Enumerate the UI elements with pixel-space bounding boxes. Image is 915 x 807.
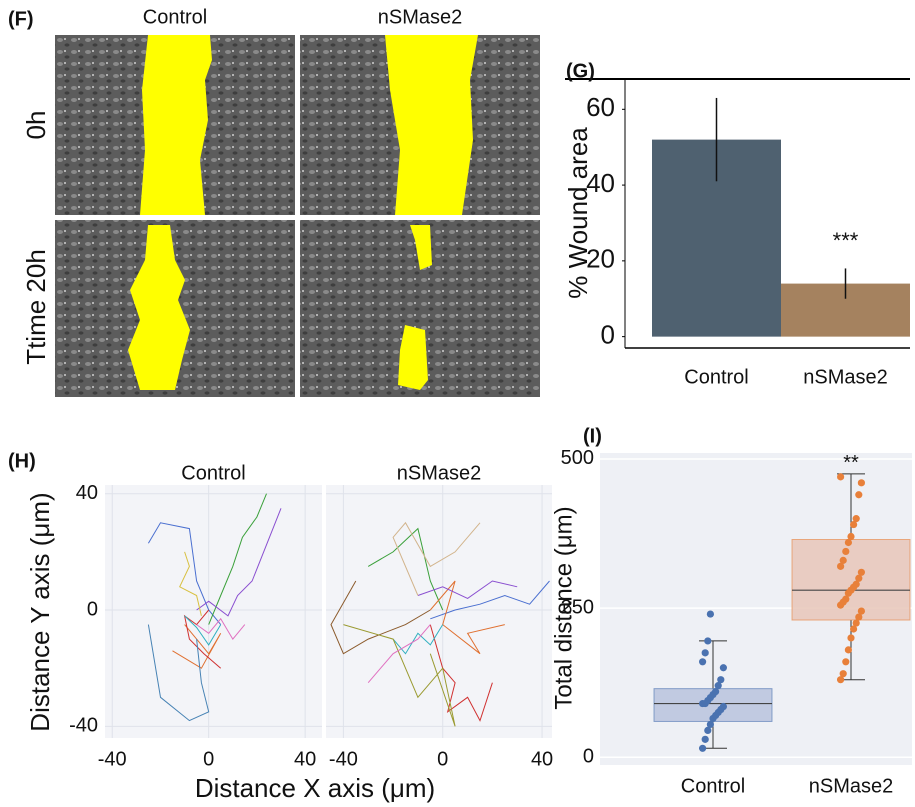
data-point xyxy=(839,670,847,678)
wound-area xyxy=(398,325,428,390)
y-tick-label: 60 xyxy=(586,92,615,122)
data-point xyxy=(719,664,728,672)
x-tick-label: 0 xyxy=(203,748,214,770)
x-tick-label: -40 xyxy=(329,748,358,770)
x-tick-label: nSMase2 xyxy=(803,366,888,388)
row-label: 0h xyxy=(21,111,51,140)
data-point xyxy=(847,634,855,642)
x-tick-label: nSMase2 xyxy=(809,775,894,797)
y-axis-label: Distance Y axis (μm) xyxy=(25,492,55,731)
y-axis-label: Total distance (μm) xyxy=(550,506,577,709)
plot-area xyxy=(105,485,322,738)
track xyxy=(184,615,222,646)
track xyxy=(343,624,456,727)
data-point xyxy=(837,562,845,570)
data-point xyxy=(852,619,860,627)
y-tick-label: -40 xyxy=(69,715,98,737)
data-point xyxy=(842,658,850,666)
plot-area xyxy=(326,485,552,738)
chart-title: nSMase2 xyxy=(397,462,482,484)
track xyxy=(179,551,202,617)
x-tick-label: 40 xyxy=(531,748,553,770)
data-point xyxy=(706,720,715,729)
data-point xyxy=(857,607,866,615)
track xyxy=(367,527,444,611)
panel-label: (G) xyxy=(566,60,595,82)
data-point xyxy=(842,547,850,556)
data-point xyxy=(701,735,709,743)
data-point xyxy=(842,595,850,603)
y-tick-label: 20 xyxy=(586,244,615,274)
data-point xyxy=(857,568,866,576)
y-tick-label: 0 xyxy=(583,746,594,768)
track xyxy=(196,617,246,640)
data-point xyxy=(852,515,860,523)
data-point xyxy=(717,676,725,684)
y-tick-label: 0 xyxy=(601,320,615,350)
x-tick-label: Control xyxy=(681,775,745,797)
x-tick-label: 40 xyxy=(294,748,316,770)
y-tick-label: 250 xyxy=(561,596,594,618)
y-axis-label: % Wound area xyxy=(563,127,593,299)
track xyxy=(183,609,222,669)
track xyxy=(147,522,222,625)
data-point xyxy=(701,649,709,657)
data-point xyxy=(699,658,707,666)
data-point xyxy=(712,688,720,696)
data-point xyxy=(850,625,858,633)
y-tick-label: 40 xyxy=(76,482,98,504)
micrograph-grid xyxy=(55,35,540,397)
data-point xyxy=(714,682,722,690)
y-tick-label: 0 xyxy=(87,598,98,620)
x-axis-label: Distance X axis (μm) xyxy=(195,773,435,803)
track xyxy=(147,624,210,722)
x-tick-label: 0 xyxy=(437,748,448,770)
track xyxy=(196,508,282,617)
wound-area xyxy=(385,35,478,215)
box xyxy=(791,539,911,621)
data-point xyxy=(855,613,863,621)
y-tick-label: 40 xyxy=(586,168,615,198)
data-point xyxy=(837,676,845,684)
data-point xyxy=(844,646,853,654)
data-point xyxy=(844,538,853,547)
data-point xyxy=(855,574,863,582)
data-point xyxy=(706,610,715,618)
data-point xyxy=(699,744,707,752)
chart-title: Control xyxy=(181,462,245,484)
wound-area xyxy=(140,35,212,215)
y-tick-label: 500 xyxy=(561,447,594,469)
data-point xyxy=(719,702,728,711)
data-point xyxy=(852,580,860,588)
row-label: Ttime 20h xyxy=(21,249,51,365)
track xyxy=(330,580,431,655)
data-point xyxy=(839,556,847,564)
panel-label: (I) xyxy=(583,425,602,447)
data-point xyxy=(857,479,866,487)
track xyxy=(367,624,431,684)
data-point xyxy=(704,726,712,734)
track xyxy=(208,493,267,625)
x-tick-label: -40 xyxy=(98,748,127,770)
significance-label: ** xyxy=(843,452,859,474)
track xyxy=(392,521,481,596)
track xyxy=(172,624,222,669)
column-label: Control xyxy=(143,6,207,28)
panel-label: (F) xyxy=(8,8,34,30)
track xyxy=(429,580,505,655)
data-point xyxy=(837,473,845,481)
panel-label: (H) xyxy=(8,450,36,472)
data-point xyxy=(850,520,858,529)
wound-area xyxy=(410,225,432,270)
wound-area xyxy=(128,225,190,390)
column-label: nSMase2 xyxy=(378,6,463,28)
data-point xyxy=(704,637,712,645)
track xyxy=(417,580,518,599)
significance-label: *** xyxy=(833,228,859,253)
data-point xyxy=(847,532,855,541)
track xyxy=(430,580,550,620)
x-tick-label: Control xyxy=(684,366,748,388)
data-point xyxy=(855,491,863,499)
